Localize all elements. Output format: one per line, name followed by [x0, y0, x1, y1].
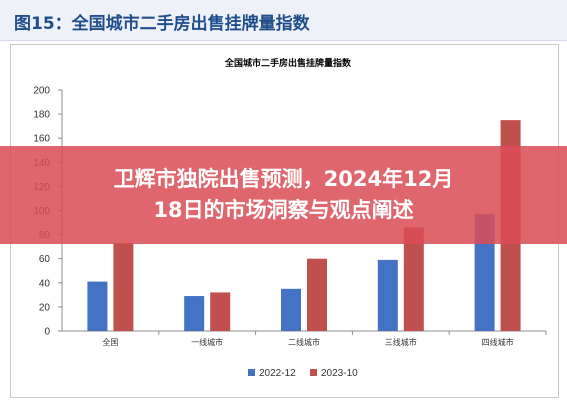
headline-text: 卫辉市独院出售预测，2024年12月 18日的市场洞察与观点阐述 [0, 164, 567, 226]
headline-banner: 卫辉市独院出售预测，2024年12月 18日的市场洞察与观点阐述 [0, 146, 567, 244]
legend: 2022-12 2023-10 [248, 368, 358, 379]
legend-swatch [310, 369, 317, 376]
y-tick-label: 160 [33, 134, 50, 145]
y-tick-label: 60 [39, 254, 51, 265]
bar [87, 281, 108, 331]
headline-line-1: 卫辉市独院出售预测，2024年12月 [113, 167, 454, 191]
y-tick-label: 180 [33, 110, 50, 121]
chart-title: 全国城市二手房出售挂牌量指数 [224, 57, 352, 69]
figure-title: 图15：全国城市二手房出售挂牌量指数 [14, 14, 310, 34]
bar [281, 288, 301, 331]
y-tick-label: 0 [44, 327, 50, 338]
bar [377, 259, 398, 331]
legend-label: 2022-12 [259, 368, 296, 379]
bar [113, 243, 134, 331]
y-tick-label: 200 [33, 86, 50, 97]
x-tick-label: 二线城市 [288, 337, 320, 347]
bar [403, 227, 424, 331]
x-tick-label: 四线城市 [482, 337, 514, 347]
headline-line-2: 18日的市场洞察与观点阐述 [153, 198, 414, 222]
legend-swatch [248, 369, 255, 376]
y-tick-label: 20 [39, 302, 51, 313]
figure-header: 图15：全国城市二手房出售挂牌量指数 [0, 0, 567, 41]
legend-label: 2023-10 [321, 368, 358, 379]
x-tick-label: 全国 [102, 337, 118, 347]
bar [210, 292, 231, 331]
x-tick-label: 一线城市 [191, 337, 223, 347]
y-tick-label: 40 [39, 278, 51, 289]
bar [307, 258, 327, 331]
bar [184, 296, 205, 331]
x-tick-label: 三线城市 [385, 337, 417, 347]
